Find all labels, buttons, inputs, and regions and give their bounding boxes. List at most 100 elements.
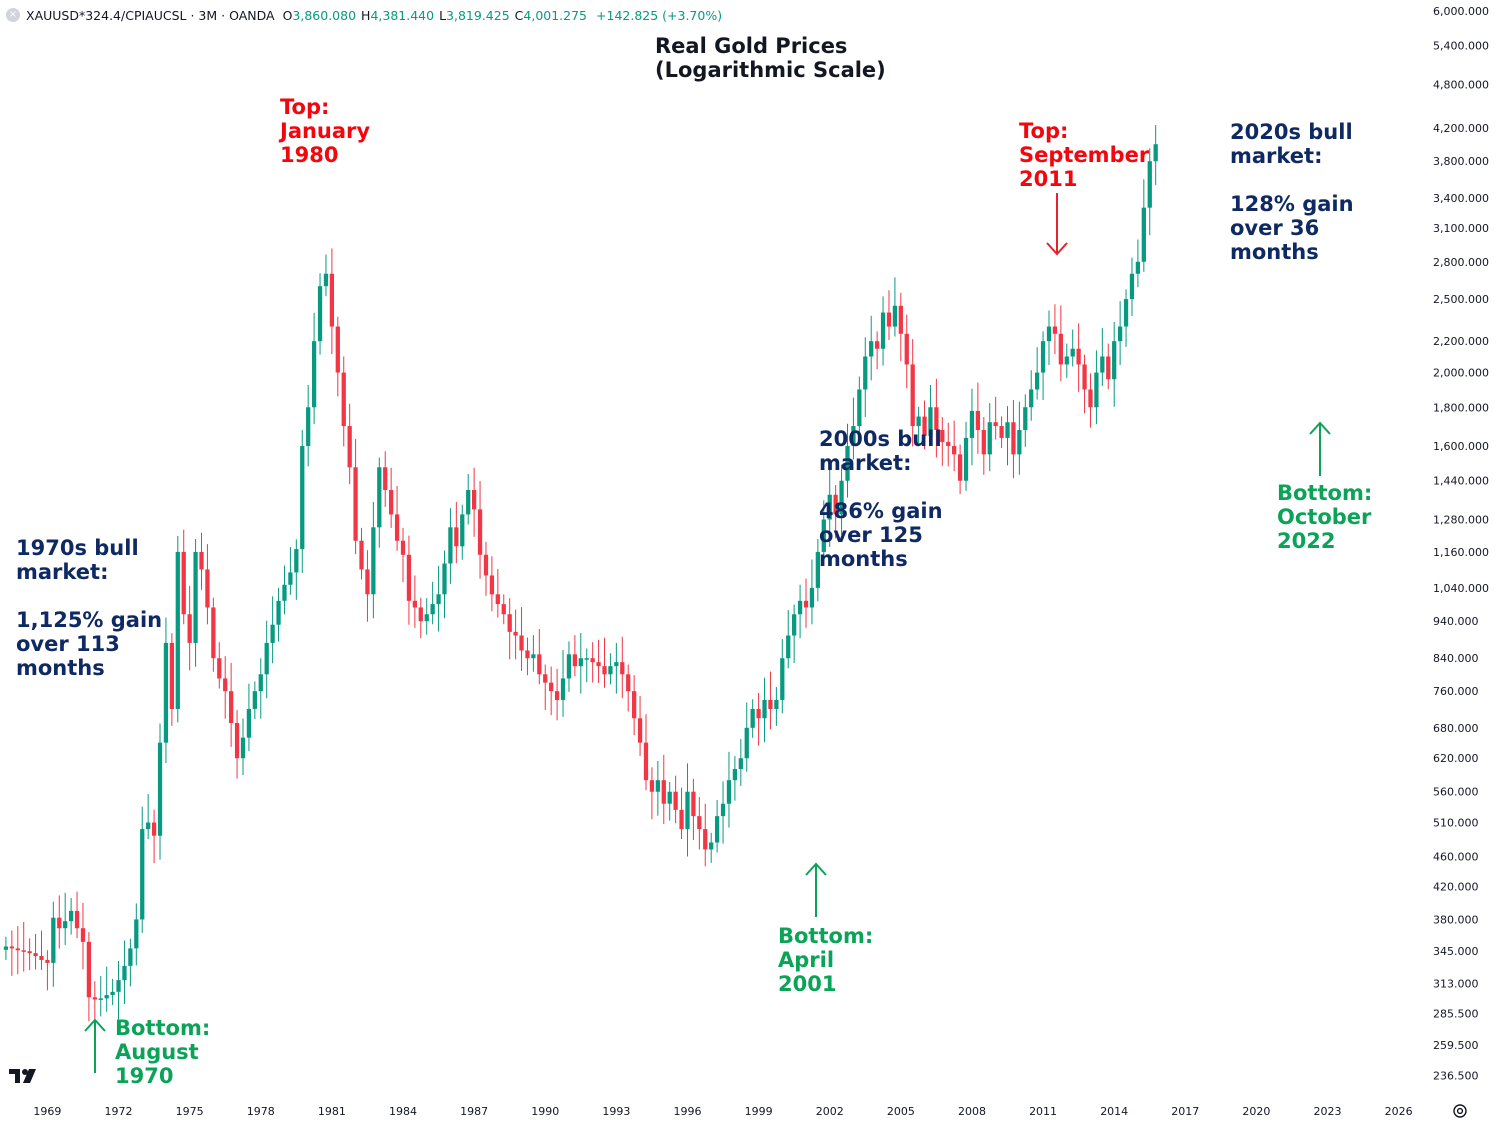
annotation-bottom-1970: Bottom: August 1970 (115, 1016, 211, 1088)
candle-up (560, 678, 566, 700)
y-tick-label: 2,800.000 (1433, 256, 1489, 269)
candle-down (495, 594, 500, 605)
y-tick-label: 345.000 (1433, 945, 1479, 958)
candle-up (1117, 326, 1123, 342)
candle-up (851, 426, 856, 447)
candle-down (1106, 356, 1111, 380)
x-tick-label: 2023 (1314, 1105, 1342, 1118)
symbol-legend[interactable]: × XAUUSD*324.4/CPIAUCSL · 3M · OANDA O 3… (6, 6, 722, 24)
candle-up (288, 572, 293, 585)
candle-down (519, 635, 524, 651)
x-tick-label: 1996 (673, 1105, 701, 1118)
annotation-top-1980: Top: January 1980 (280, 95, 371, 167)
candle-down (347, 426, 352, 468)
candle-up (146, 822, 151, 830)
candle-up (916, 416, 921, 427)
candle-up (531, 654, 536, 659)
candle-down (910, 364, 915, 427)
candle-down (679, 809, 684, 830)
candle-down (151, 822, 157, 836)
gear-icon[interactable] (1450, 1101, 1470, 1121)
symbol-label[interactable]: XAUUSD*324.4/CPIAUCSL · 3M · OANDA (26, 7, 275, 23)
candle-up (258, 674, 263, 692)
open-label: O (282, 7, 293, 23)
candle-up (134, 919, 139, 949)
candle-up (863, 356, 868, 390)
candle-up (726, 780, 732, 804)
low-label: L (439, 7, 447, 23)
candle-up (282, 584, 287, 601)
x-tick-label: 2002 (816, 1105, 844, 1118)
arrow-head (84, 1018, 106, 1032)
candle-down (353, 467, 358, 541)
candle-down (365, 569, 370, 595)
candle-down (999, 426, 1004, 438)
candle-up (780, 658, 785, 700)
y-tick-label: 4,200.000 (1433, 122, 1489, 135)
candle-down (57, 917, 62, 929)
candle-up (815, 551, 820, 588)
arrow-top-2011 (1046, 193, 1068, 256)
candle-down (45, 959, 50, 963)
annotation-top-2011: Top: September 2011 (1019, 119, 1150, 191)
candle-down (596, 662, 601, 667)
candle-down (833, 494, 838, 515)
candle-up (276, 600, 281, 625)
y-tick-label: 3,400.000 (1433, 192, 1489, 205)
candle-up (792, 614, 797, 636)
symbol-close-icon[interactable]: × (6, 8, 20, 22)
candle-up (1040, 341, 1046, 373)
candle-down (946, 441, 951, 447)
candle-down (383, 467, 388, 491)
candle-up (1153, 144, 1158, 162)
candle-up (1147, 161, 1152, 208)
candle-up (1100, 356, 1105, 373)
candle-down (27, 951, 32, 954)
candle-up (317, 286, 323, 342)
candle-up (442, 563, 447, 595)
candle-down (471, 490, 477, 510)
price-axis[interactable]: 6,000.000 5,400.000 4,800.000 4,200.000 3,80… (1433, 5, 1489, 1083)
candle-down (217, 658, 222, 679)
candle-up (839, 480, 844, 515)
candle-down (981, 429, 986, 455)
x-tick-label: 1969 (33, 1105, 61, 1118)
candle-up (685, 791, 690, 830)
y-tick-label: 1,160.000 (1433, 546, 1489, 559)
candle-down (483, 554, 489, 576)
y-tick-label: 510.000 (1433, 817, 1479, 830)
y-tick-label: 259.500 (1433, 1039, 1479, 1052)
candle-down (975, 410, 981, 430)
candle-up (827, 494, 832, 520)
candle-up (928, 407, 933, 436)
y-tick-label: 1,440.000 (1433, 475, 1489, 488)
y-tick-label: 2,200.000 (1433, 335, 1489, 348)
candle-down (756, 708, 761, 719)
candle-down (234, 722, 240, 759)
candle-up (809, 587, 815, 608)
candle-down (489, 575, 495, 595)
candle-up (300, 446, 305, 550)
arrow-bottom-2022 (1309, 421, 1331, 476)
candle-down (1058, 333, 1063, 365)
candle-down (886, 312, 892, 327)
candle-down (477, 509, 483, 555)
y-tick-label: 3,800.000 (1433, 155, 1489, 168)
tradingview-logo-icon[interactable] (9, 1066, 41, 1086)
candle-down (454, 527, 459, 547)
candle-down (501, 604, 506, 615)
candle-up (193, 551, 198, 643)
candle-up (1023, 407, 1028, 430)
x-tick-label: 1978 (247, 1105, 275, 1118)
candle-up (750, 708, 755, 728)
candle-down (620, 662, 625, 675)
y-tick-label: 6,000.000 (1433, 5, 1489, 18)
candle-up (51, 917, 56, 963)
y-tick-label: 285.500 (1433, 1008, 1479, 1021)
time-axis[interactable]: 1969 1972 1975 1978 1981 1984 1987 1990 1993 1996… (33, 1105, 1412, 1118)
candle-down (335, 326, 340, 373)
x-tick-label: 1981 (318, 1105, 346, 1118)
candle-up (1112, 341, 1117, 380)
candle-down (92, 997, 97, 1000)
